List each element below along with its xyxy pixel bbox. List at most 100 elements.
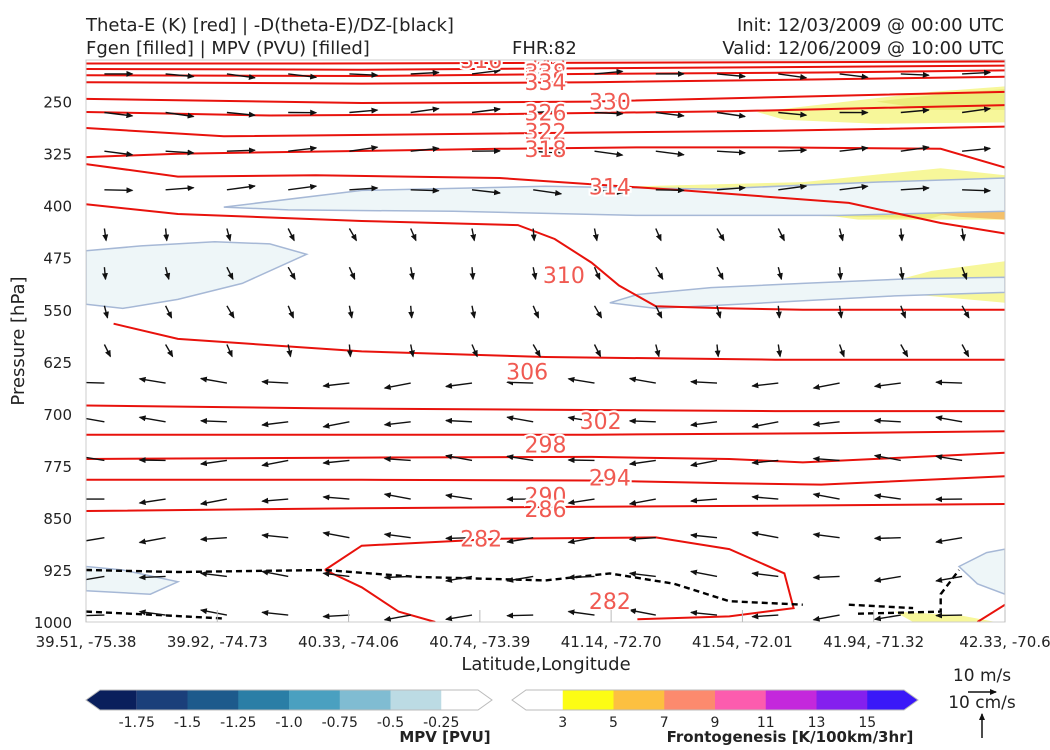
theta-e-label: 318: [525, 138, 567, 163]
wind-vector: [322, 571, 350, 578]
wind-vector: [164, 267, 171, 281]
y-tick-label: 625: [43, 354, 72, 372]
wind-vector: [103, 305, 109, 319]
wind-vector: [288, 183, 318, 191]
wind-vector: [592, 228, 599, 242]
wind-vector: [261, 379, 289, 386]
wind-vector: [654, 344, 661, 358]
wind-vector: [410, 146, 440, 152]
vector-key: 10 m/s 10 cm/s: [948, 666, 1016, 738]
colorbar-segment: [664, 690, 716, 710]
wind-vector: [410, 106, 440, 114]
wind-vector: [322, 459, 350, 466]
wind-vector: [962, 146, 992, 152]
wind-vector: [261, 532, 289, 539]
wind-vector: [445, 417, 473, 424]
wind-vector: [199, 498, 228, 506]
wind-vector: [690, 459, 718, 468]
wind-vector: [690, 532, 718, 539]
wind-vector: [690, 610, 718, 617]
wind-vector: [900, 71, 930, 78]
wind-vector: [812, 614, 840, 622]
wind-vector: [838, 228, 845, 242]
x-tick-label: 41.54, -72.01: [692, 633, 793, 651]
y-tick-label: 700: [43, 406, 72, 424]
wind-vector: [138, 498, 166, 506]
wind-vector: [383, 492, 411, 500]
wind-vector: [593, 344, 602, 358]
wind-vector: [471, 344, 478, 358]
theta-e-label: 282: [589, 590, 631, 615]
colorbar-segment: [339, 690, 391, 710]
wind-vector: [471, 106, 501, 114]
wind-vector: [812, 456, 840, 463]
wind-vector: [935, 415, 963, 423]
wind-vector: [900, 107, 930, 114]
wind-vector: [348, 266, 356, 281]
wind-key-label: 10 m/s: [953, 666, 1011, 686]
wind-vector: [812, 421, 840, 428]
y-tick-label: 250: [43, 94, 72, 112]
wind-vector: [567, 415, 595, 423]
wind-vector: [594, 150, 624, 158]
wind-vector: [445, 493, 473, 500]
colorbar-tick-label: 5: [609, 715, 618, 731]
wind-vector: [961, 266, 968, 281]
wind-vector: [594, 110, 624, 117]
y-axis-label: Pressure [hPa]: [8, 276, 29, 405]
wind-vector: [86, 537, 105, 542]
wind-vector: [445, 614, 473, 622]
wind-vector: [593, 266, 601, 281]
theta-e-contour: [86, 163, 1005, 235]
wind-vectors: [86, 67, 992, 622]
wind-vector: [716, 72, 746, 79]
fgen-colorbar: 3 5 7 9 11 13 15: [511, 689, 919, 731]
mpv-contour: [609, 276, 1005, 310]
y-tick-label: 1000: [34, 614, 72, 632]
wind-vector: [532, 305, 540, 319]
forecast-hour: FHR:82: [512, 38, 577, 59]
wind-vector: [567, 574, 595, 581]
wind-vector: [716, 185, 746, 192]
x-tick-label: 39.51, -75.38: [36, 633, 137, 651]
theta-e-contour: [86, 69, 1005, 78]
colorbar-tick-label: -0.5: [377, 715, 404, 731]
title-left-line1: Theta-E (K) [red] | -D(theta-E)/DZ-[blac…: [85, 15, 454, 36]
theta-e-label: 314: [589, 175, 631, 200]
colorbar-outline: [511, 689, 919, 711]
wind-vector: [777, 228, 785, 242]
wind-vector: [898, 228, 905, 242]
wind-vector: [900, 145, 930, 152]
wind-vector: [288, 145, 318, 152]
wind-vector: [383, 532, 411, 539]
wind-vector: [873, 535, 901, 542]
wind-vector: [628, 571, 656, 578]
wind-vector: [383, 456, 411, 463]
wind-vector: [287, 266, 296, 281]
wind-vector: [751, 382, 779, 389]
theta-e-label: 294: [589, 467, 631, 492]
colorbar-tick-label: -1.25: [220, 715, 256, 731]
wind-vector: [506, 612, 534, 619]
wind-vector: [445, 535, 473, 542]
wind-vector: [628, 498, 656, 506]
wind-vector: [716, 111, 746, 119]
wind-vector: [226, 147, 256, 154]
mpv-colorbar: -1.75 -1.5 -1.25 -1.0 -0.75 -0.5 -0.25: [85, 689, 493, 731]
wind-vector: [506, 454, 534, 462]
wind-vector: [226, 305, 235, 319]
theta-e-contour: [86, 90, 1005, 105]
x-tick-label: 41.14, -72.70: [561, 633, 662, 651]
wind-vector: [469, 267, 476, 281]
wind-vector: [751, 459, 779, 466]
wind-vector: [261, 569, 289, 578]
theta-e-contour: [86, 430, 1005, 436]
wind-vector: [873, 453, 901, 462]
wind-vector: [383, 382, 411, 390]
wind-vector: [839, 145, 869, 152]
colorbar-segment: [715, 690, 767, 710]
wind-vector: [778, 183, 808, 191]
wind-vector: [690, 569, 718, 578]
theta-e-contour: [324, 536, 795, 621]
